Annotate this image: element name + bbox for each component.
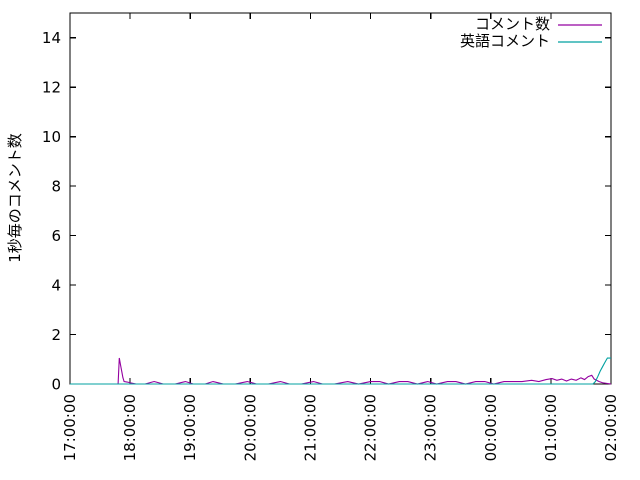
x-tick-label: 20:00:00 (241, 394, 259, 461)
plot-frame (69, 12, 612, 385)
y-tick-label: 14 (42, 29, 61, 47)
x-axis-ticks: 17:00:00 18:00:00 19:00:00 20:00:00 21:00:00… (61, 13, 620, 461)
legend-label-1: コメント数 (475, 15, 550, 33)
series-line-2 (70, 357, 611, 385)
x-tick-label: 22:00:00 (362, 394, 380, 461)
y-axis-ticks: 0 2 4 6 8 10 12 14 (42, 29, 611, 394)
x-tick-label: 21:00:00 (301, 394, 319, 461)
x-tick-label: 01:00:00 (542, 394, 560, 461)
y-tick-label: 2 (51, 326, 61, 344)
x-tick-label: 02:00:00 (602, 394, 620, 461)
y-tick-label: 8 (51, 178, 61, 196)
y-tick-label: 12 (42, 79, 61, 97)
series-line-1 (70, 357, 612, 385)
y-tick-label: 0 (51, 376, 61, 394)
legend-label-2: 英語コメント (460, 32, 550, 50)
x-tick-label: 17:00:00 (61, 394, 79, 461)
series-layer (70, 357, 612, 385)
y-tick-label: 4 (51, 277, 61, 295)
y-tick-label: 6 (51, 227, 61, 245)
y-tick-label: 10 (42, 128, 61, 146)
x-tick-label: 19:00:00 (181, 394, 199, 461)
x-tick-label: 23:00:00 (422, 394, 440, 461)
x-tick-label: 18:00:00 (121, 394, 139, 461)
x-tick-label: 00:00:00 (482, 394, 500, 461)
y-axis-title: 1秒毎のコメント数 (6, 133, 24, 263)
